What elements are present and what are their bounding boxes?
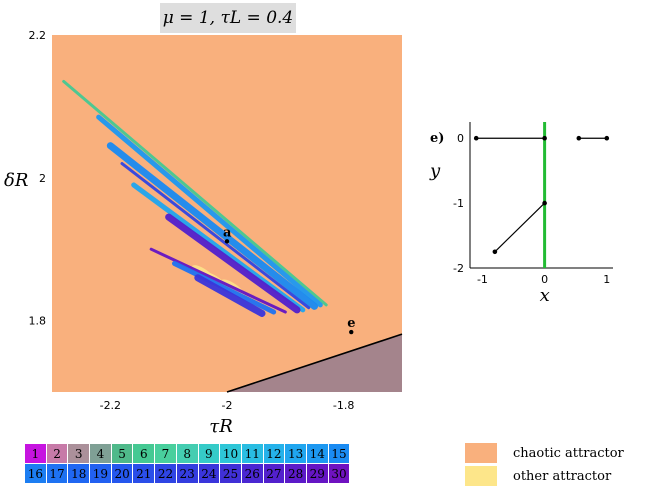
period-cell-8: 8: [175, 443, 199, 464]
period-cell-3: 3: [67, 443, 91, 464]
period-cell-2: 2: [45, 443, 69, 464]
y-tick-label: 2: [39, 172, 46, 185]
y-axis-label: δR: [4, 170, 28, 191]
period-cell-4: 4: [89, 443, 112, 464]
period-band-15: [106, 142, 318, 310]
period-cell-12: 12: [262, 443, 286, 464]
period-cell-10: 10: [219, 443, 242, 464]
inset-trajectory-plot: -1 0 1 0 -1 -2 x y e): [429, 122, 613, 306]
x-tick-label: -1.8: [333, 399, 354, 412]
x-tick-label: -2.2: [100, 399, 121, 412]
chart-title: μ = 1, τL = 0.4: [160, 3, 296, 33]
inset-x-tick-label: 0: [541, 273, 548, 286]
period-cell-21: 21: [132, 463, 156, 484]
period-cell-29: 29: [305, 463, 329, 484]
orbit-point: [542, 200, 547, 206]
period-cell-15: 15: [327, 443, 351, 464]
period-cell-13: 13: [284, 443, 307, 464]
inset-y-tick-label: 0: [457, 132, 464, 145]
period-cell-22: 22: [154, 463, 177, 484]
period-cell-18: 18: [67, 463, 91, 484]
chaotic-swatch: [465, 443, 497, 463]
inset-y-axis-label: y: [429, 161, 441, 182]
main-bifurcation-plot: a e -2.2 -2 -1.8 1.8 2 2.2 τR δR: [4, 29, 403, 437]
legend-chaotic-label: chaotic attractor: [513, 445, 624, 461]
inset-y-tick-label: -1: [453, 197, 464, 210]
orbit-point: [473, 135, 479, 141]
period-cell-16: 16: [24, 463, 47, 484]
legend-row: 16 17 18 19 20 21 22 23 24 25 26 27 28 29 30: [24, 463, 351, 484]
period-cell-17: 17: [45, 463, 69, 484]
period-band-24: [194, 274, 266, 317]
figure-canvas: a e -2.2 -2 -1.8 1.8 2 2.2 τR δR -1 0 1 0 -1 -2 x y e): [4, 29, 613, 437]
period-band-29: [149, 247, 287, 314]
period-cell-11: 11: [240, 443, 264, 464]
inset-x-tick-label: -1: [477, 273, 488, 286]
inset-x-tick-label: 1: [603, 273, 610, 286]
boundary-line: [226, 333, 403, 393]
period-cell-1: 1: [24, 443, 47, 464]
legend-chaotic-attractor: chaotic attractor: [465, 443, 624, 463]
point-a: [224, 239, 230, 244]
period-cell-30: 30: [327, 463, 351, 484]
chaotic-region: [52, 35, 402, 392]
y-tick-label: 2.2: [29, 29, 47, 42]
period-band-22: [120, 162, 311, 310]
orbit-segment: [494, 202, 546, 253]
period-band-27: [165, 213, 301, 314]
period-band-17: [172, 260, 277, 315]
period-legend: 1 2 3 4 5 6 7 8 9 10 11 12 13 14 15 16 17 18 19 20 21 22 23 24 2…: [24, 443, 351, 484]
period-cell-5: 5: [110, 443, 134, 464]
period-band-14: [96, 114, 323, 308]
x-axis-label: τR: [209, 416, 233, 437]
inset-y-tick-label: -2: [453, 262, 464, 275]
period-band-13: [131, 182, 306, 313]
legend-other-label: other attractor: [513, 468, 612, 484]
inset-x-axis-label: x: [540, 285, 550, 306]
period-cell-24: 24: [197, 463, 221, 484]
period-cell-20: 20: [110, 463, 134, 484]
period-cell-6: 6: [132, 443, 156, 464]
period-cell-9: 9: [197, 443, 221, 464]
point-label-a: a: [223, 225, 232, 240]
chart-title-text: μ = 1, τL = 0.4: [162, 8, 294, 28]
period-cell-25: 25: [219, 463, 242, 484]
y-tick-label: 1.8: [29, 315, 47, 328]
orbit-point: [492, 249, 498, 255]
legend-row: 1 2 3 4 5 6 7 8 9 10 11 12 13 14 15: [24, 443, 351, 464]
point-e: [349, 329, 354, 335]
orbit-point: [542, 135, 547, 141]
orbit-point: [576, 135, 582, 141]
period-cell-23: 23: [175, 463, 199, 484]
period-cell-7: 7: [154, 443, 177, 464]
orbit-point: [604, 135, 610, 141]
period-band-6: [62, 79, 328, 307]
other-swatch: [465, 466, 497, 486]
legend-other-attractor: other attractor: [465, 466, 611, 486]
x-tick-label: -2: [222, 399, 233, 412]
inset-panel-label: e): [430, 131, 444, 146]
period-cell-26: 26: [240, 463, 264, 484]
period-cell-27: 27: [262, 463, 286, 484]
point-label-e: e: [347, 316, 355, 331]
period-cell-19: 19: [89, 463, 112, 484]
period-cell-28: 28: [284, 463, 307, 484]
period-cell-14: 14: [305, 443, 329, 464]
